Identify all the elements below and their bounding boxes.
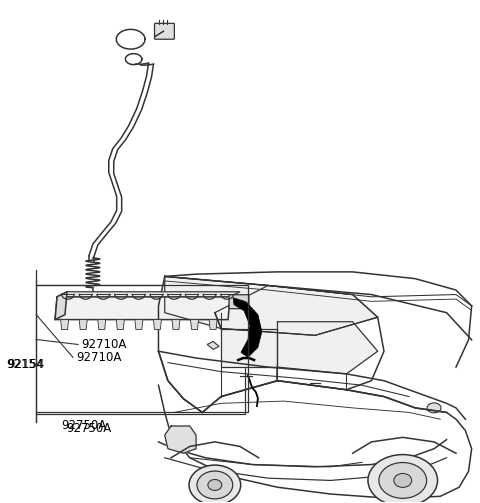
Polygon shape [215,286,378,336]
Ellipse shape [189,465,240,503]
Ellipse shape [368,455,438,503]
Text: 92710A: 92710A [81,338,126,351]
Ellipse shape [197,471,233,499]
Ellipse shape [394,473,412,487]
Polygon shape [191,319,199,329]
Bar [36,285,248,412]
Text: 92750A: 92750A [61,420,106,433]
Ellipse shape [208,479,222,490]
Polygon shape [55,292,67,319]
Polygon shape [154,319,161,329]
Text: 92750A: 92750A [66,423,111,436]
Ellipse shape [427,403,441,413]
Polygon shape [79,319,87,329]
Polygon shape [207,342,219,350]
Polygon shape [98,319,106,329]
Polygon shape [277,322,378,374]
Text: 92154: 92154 [6,358,44,371]
Polygon shape [57,292,240,297]
Text: 92154: 92154 [7,358,45,371]
Polygon shape [55,297,230,319]
Polygon shape [165,426,196,453]
Polygon shape [116,319,124,329]
Polygon shape [135,319,143,329]
Polygon shape [233,298,262,358]
FancyBboxPatch shape [229,295,249,309]
FancyBboxPatch shape [155,23,174,39]
Polygon shape [172,319,180,329]
Bar [36,285,245,414]
Polygon shape [60,319,69,329]
Polygon shape [165,277,378,336]
Polygon shape [209,319,217,329]
Ellipse shape [379,463,427,498]
Text: 92710A: 92710A [76,351,121,364]
Polygon shape [221,328,277,367]
